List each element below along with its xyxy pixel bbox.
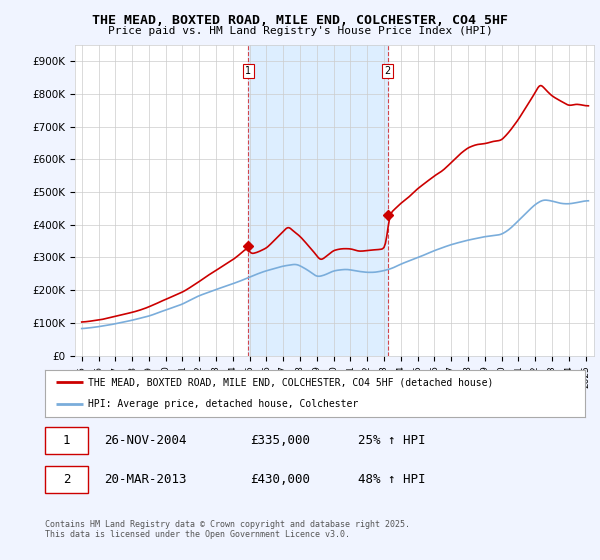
Bar (248, 45, 388, 356)
Text: 2: 2 (63, 473, 70, 486)
Text: 1: 1 (63, 435, 70, 447)
Text: 25% ↑ HPI: 25% ↑ HPI (358, 435, 426, 447)
Text: THE MEAD, BOXTED ROAD, MILE END, COLCHESTER, CO4 5HF (detached house): THE MEAD, BOXTED ROAD, MILE END, COLCHES… (88, 377, 494, 388)
Text: HPI: Average price, detached house, Colchester: HPI: Average price, detached house, Colc… (88, 399, 358, 409)
Text: Contains HM Land Registry data © Crown copyright and database right 2025.
This d: Contains HM Land Registry data © Crown c… (45, 520, 410, 539)
Text: 20-MAR-2013: 20-MAR-2013 (104, 473, 187, 486)
Text: 2: 2 (385, 66, 391, 76)
Text: 1: 1 (245, 66, 251, 76)
Text: £430,000: £430,000 (250, 473, 310, 486)
FancyBboxPatch shape (45, 466, 88, 493)
Text: 26-NOV-2004: 26-NOV-2004 (104, 435, 187, 447)
Text: THE MEAD, BOXTED ROAD, MILE END, COLCHESTER, CO4 5HF: THE MEAD, BOXTED ROAD, MILE END, COLCHES… (92, 14, 508, 27)
FancyBboxPatch shape (45, 427, 88, 454)
Text: 48% ↑ HPI: 48% ↑ HPI (358, 473, 426, 486)
Text: Price paid vs. HM Land Registry's House Price Index (HPI): Price paid vs. HM Land Registry's House … (107, 26, 493, 36)
Text: £335,000: £335,000 (250, 435, 310, 447)
